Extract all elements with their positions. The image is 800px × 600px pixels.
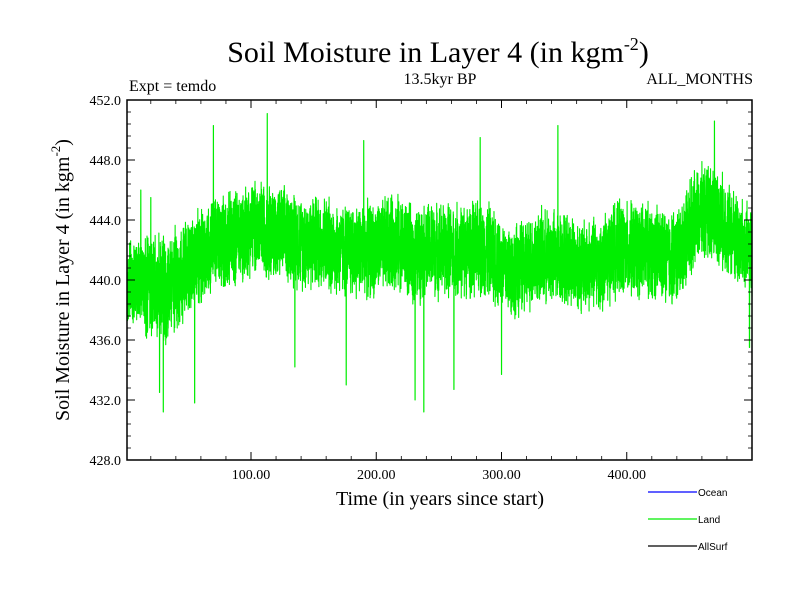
y-tick-label: 436.0 — [90, 334, 122, 349]
y-tick-label: 432.0 — [90, 394, 122, 409]
x-axis-label: Time (in years since start) — [336, 488, 544, 510]
y-tick-label: 452.0 — [90, 94, 122, 109]
months-label: ALL_MONTHS — [646, 71, 753, 88]
axis-tick-labels: 428.0 432.0 436.0 440.0 444.0 448.0 452.0 100.0… — [90, 94, 646, 483]
y-axis-label-main: Soil Moisture in Layer 4 (in kgm — [52, 156, 74, 421]
axis-ticks — [127, 99, 752, 461]
y-axis-label-close: ) — [52, 139, 74, 146]
legend: Ocean Land AllSurf — [648, 488, 728, 553]
chart-title-main: Soil Moisture in Layer 4 (in kgm — [227, 36, 624, 69]
x-tick-label: 100.00 — [232, 468, 271, 483]
y-tick-label: 440.0 — [90, 274, 122, 289]
legend-label-land: Land — [698, 515, 720, 526]
chart-title-superscript: -2 — [624, 34, 639, 54]
y-tick-label: 428.0 — [90, 454, 122, 469]
chart-title: Soil Moisture in Layer 4 (in kgm-2) — [227, 34, 649, 69]
experiment-label: Expt = temdo — [129, 78, 216, 95]
y-axis-label: Soil Moisture in Layer 4 (in kgm-2) — [48, 139, 74, 421]
plot-area — [126, 112, 753, 413]
x-tick-label: 300.00 — [482, 468, 521, 483]
x-tick-label: 200.00 — [357, 468, 396, 483]
x-tick-label: 400.00 — [607, 468, 646, 483]
chart-title-close: ) — [639, 36, 649, 69]
land-series-line — [126, 112, 753, 413]
legend-label-ocean: Ocean — [698, 488, 727, 499]
y-axis-label-superscript: -2 — [48, 146, 63, 157]
y-tick-label: 444.0 — [90, 214, 122, 229]
y-tick-label: 448.0 — [90, 154, 122, 169]
legend-label-allsurf: AllSurf — [698, 542, 728, 553]
plot-frame — [126, 99, 753, 461]
period-label: 13.5kyr BP — [404, 71, 477, 88]
